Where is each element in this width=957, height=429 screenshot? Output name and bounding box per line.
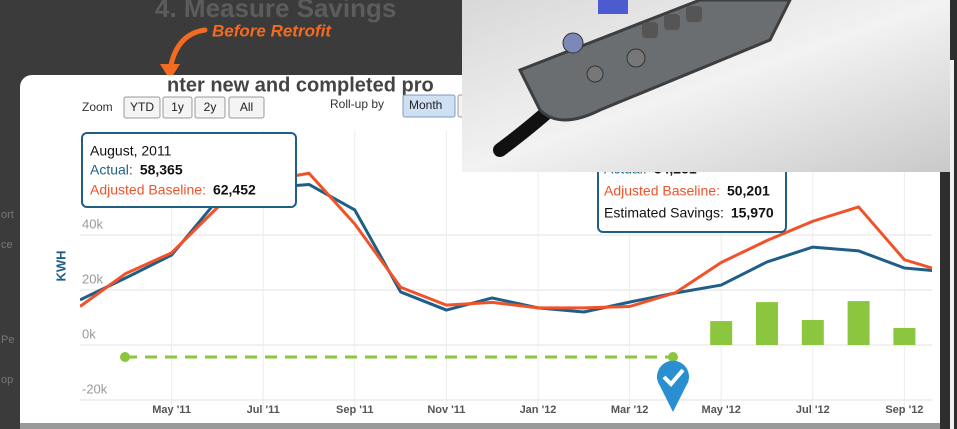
y-tick-label: 0k <box>82 326 96 341</box>
zoom-button-label: 1y <box>171 100 184 114</box>
tooltip-label: Adjusted Baseline: <box>90 182 206 198</box>
annotation: Before Retrofit <box>212 21 332 40</box>
savings-bar <box>848 301 870 345</box>
rollup-label: Roll-up by <box>330 97 384 111</box>
savings-bar <box>802 320 824 345</box>
device-button <box>627 49 645 67</box>
y-axis-title: KWH <box>53 250 68 281</box>
tooltip-value: 50,201 <box>727 183 770 199</box>
screenshot: 4. Measure Savings Before Retrofit nter … <box>0 0 957 429</box>
y-tick-label: 40k <box>82 216 103 231</box>
x-tick-label: Mar '12 <box>611 404 648 416</box>
tooltip-value: 62,452 <box>213 182 256 198</box>
device-button <box>587 66 603 82</box>
page-title: 4. Measure Savings <box>155 0 396 23</box>
x-tick-label: May '11 <box>152 404 191 416</box>
x-tick-label: Sep '11 <box>336 404 373 416</box>
x-tick-label: Nov '11 <box>427 404 465 416</box>
x-tick-label: Jul '12 <box>796 404 830 416</box>
device-photo <box>462 0 950 172</box>
tooltip-label: Adjusted Baseline: <box>604 183 720 199</box>
scrollbar <box>20 423 940 429</box>
device-key <box>686 6 702 22</box>
zoom-label: Zoom <box>82 100 113 114</box>
page: {"header": {"title": "4. Measure Savings… <box>0 0 957 429</box>
y-tick-label: -20k <box>82 381 108 396</box>
period-start <box>120 352 130 362</box>
savings-bar <box>893 328 915 345</box>
device-key <box>664 14 680 30</box>
x-tick-label: Jan '12 <box>520 404 557 416</box>
tooltip-value: 15,970 <box>731 205 774 221</box>
text-fragment: ort <box>1 209 14 221</box>
savings-bar <box>756 302 778 345</box>
device-key <box>642 22 658 38</box>
text-fragment: op <box>1 374 13 386</box>
savings-bar <box>710 321 732 345</box>
right-strip <box>950 60 954 429</box>
zoom-button-label: 2y <box>204 100 217 114</box>
rollup-button-label: Month <box>409 98 442 112</box>
page-subtitle: nter new and completed pro <box>167 74 434 96</box>
x-tick-label: Jul '11 <box>247 404 280 416</box>
tooltip-label: Actual: <box>90 162 133 178</box>
y-tick-label: 20k <box>82 271 103 286</box>
zoom-button-label: YTD <box>130 100 154 114</box>
x-tick-label: May '12 <box>702 404 741 416</box>
tooltip-value: 58,365 <box>140 162 183 178</box>
tooltip-title: August, 2011 <box>90 143 172 159</box>
device-screen <box>598 0 628 14</box>
zoom-button-label: All <box>240 100 253 114</box>
device-button <box>563 33 583 53</box>
period-end <box>668 352 678 362</box>
tooltip-label: Estimated Savings: <box>604 205 724 221</box>
text-fragment: Pe <box>1 334 14 346</box>
x-tick-label: Sep '12 <box>885 404 923 416</box>
text-fragment: ce <box>1 239 13 251</box>
